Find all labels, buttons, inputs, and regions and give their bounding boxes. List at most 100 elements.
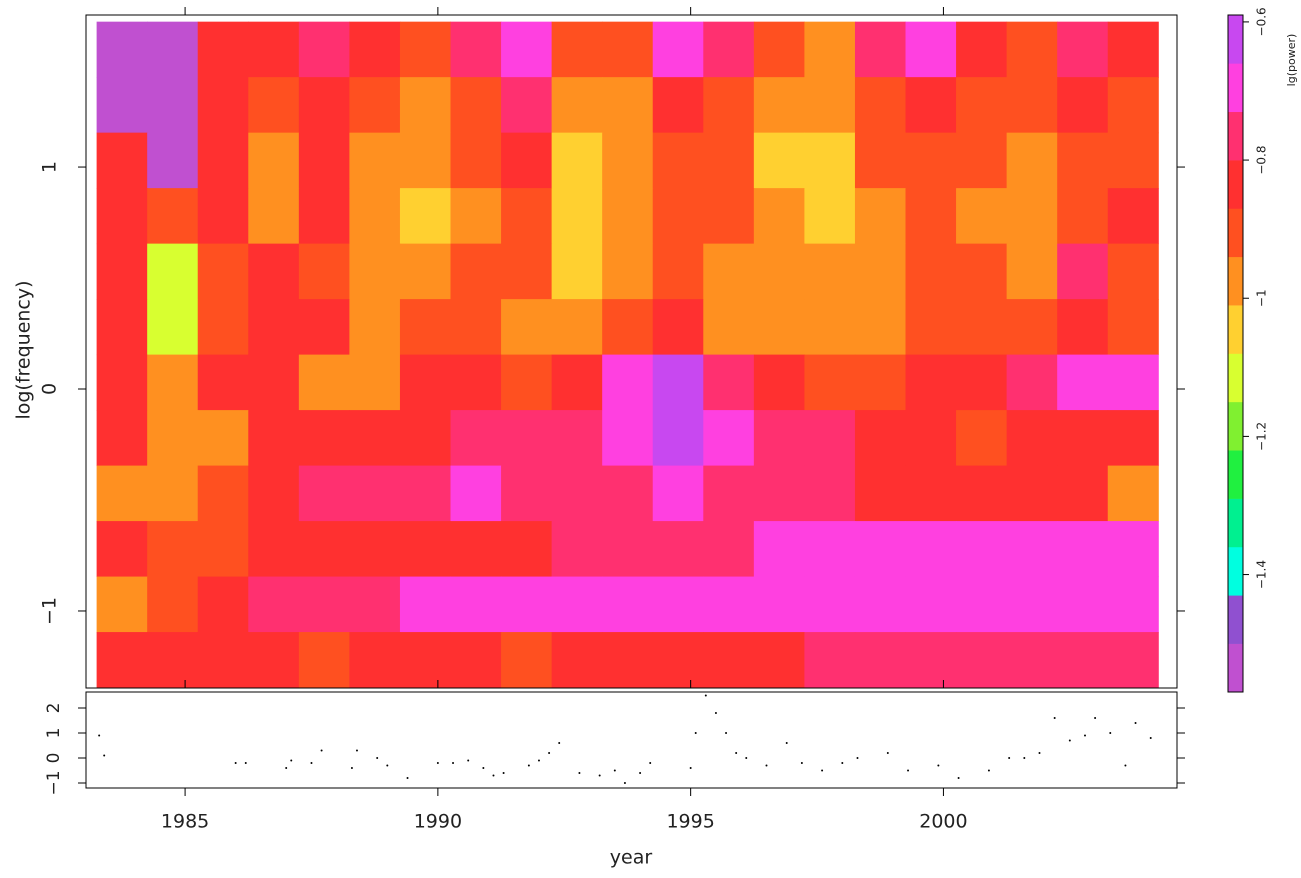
heatmap-cell xyxy=(703,521,755,578)
heatmap-cell xyxy=(147,77,199,134)
heatmap-cell xyxy=(956,576,1008,633)
heatmap-cell xyxy=(854,632,907,689)
heatmap-cell xyxy=(349,521,401,578)
colorbar-band xyxy=(1228,643,1243,693)
heatmap-cell xyxy=(197,410,249,467)
heatmap-cell xyxy=(703,576,755,633)
heatmap-cell xyxy=(1006,299,1058,356)
heatmap-cell xyxy=(1006,465,1058,522)
point xyxy=(1083,734,1086,737)
x-axis-label: year xyxy=(610,847,653,869)
heatmap-cell xyxy=(197,576,249,633)
point xyxy=(821,769,824,772)
point xyxy=(841,762,844,764)
heatmap-cell xyxy=(551,410,603,467)
heatmap-cell xyxy=(197,354,249,411)
heatmap-cell xyxy=(804,354,856,411)
heatmap-cell xyxy=(197,21,249,78)
colorbar-frame xyxy=(1227,14,1244,693)
heatmap-cell xyxy=(1107,576,1159,633)
point xyxy=(694,732,697,734)
heatmap-cell xyxy=(349,410,401,467)
heatmap-cell xyxy=(1107,21,1159,78)
point xyxy=(492,774,495,777)
heatmap-cell xyxy=(1057,521,1109,578)
heatmap-cell xyxy=(147,465,199,522)
heatmap-cell xyxy=(1107,243,1159,300)
colorbar-band xyxy=(1228,401,1243,451)
heatmap-cell xyxy=(1006,21,1058,78)
point xyxy=(103,754,106,757)
heatmap-cell xyxy=(399,299,452,356)
heatmap-cell xyxy=(450,632,502,689)
heatmap-cell xyxy=(804,521,856,578)
heatmap-cell xyxy=(905,521,957,578)
heatmap-cell xyxy=(501,299,553,356)
heatmap-cell xyxy=(652,465,704,522)
heatmap-cell xyxy=(854,21,907,78)
heatmap-cell xyxy=(1107,354,1159,411)
point xyxy=(285,767,288,769)
heatmap-cell xyxy=(652,243,704,300)
point xyxy=(350,767,353,769)
point xyxy=(735,752,738,754)
heatmap-cell xyxy=(1107,299,1159,356)
heatmap-cell xyxy=(956,410,1008,467)
heatmap-cell xyxy=(753,576,805,633)
heatmap-cell xyxy=(804,299,856,356)
colorbar-band xyxy=(1228,111,1243,161)
heatmap-cell xyxy=(854,188,907,245)
heatmap-cell xyxy=(1057,77,1109,134)
colorbar-tick-label: −1.2 xyxy=(1255,422,1269,451)
heatmap-cell xyxy=(854,410,907,467)
heatmap-cell xyxy=(197,188,249,245)
heatmap-cell xyxy=(1107,632,1159,689)
point xyxy=(639,772,642,774)
point xyxy=(1068,739,1071,742)
heatmap-cell xyxy=(956,21,1008,78)
heatmap-cell xyxy=(804,576,856,633)
heatmap-cell xyxy=(96,299,148,356)
heatmap-cell xyxy=(602,21,654,78)
heatmap-cell xyxy=(450,243,502,300)
heatmap-cell xyxy=(96,188,148,245)
heatmap-cell xyxy=(501,243,553,300)
heatmap-cell xyxy=(652,354,704,411)
heatmap-cell xyxy=(652,132,704,189)
heatmap-cell xyxy=(703,410,755,467)
heatmap-cell xyxy=(147,410,199,467)
point xyxy=(290,759,293,762)
plot-frame xyxy=(85,14,1178,689)
x-tick-label: 2000 xyxy=(919,811,967,833)
heatmap-cell xyxy=(905,77,957,134)
colorbar-tick-label: −1.4 xyxy=(1255,560,1269,589)
heatmap-cell xyxy=(501,77,553,134)
heatmap-cell xyxy=(147,243,199,300)
heatmap-cell xyxy=(399,21,452,78)
colorbar-band xyxy=(1228,15,1243,64)
heatmap-cell xyxy=(1057,576,1109,633)
heatmap-cell xyxy=(1057,21,1109,78)
point xyxy=(725,732,728,734)
heatmap-cell xyxy=(905,132,957,189)
colorbar-band xyxy=(1228,208,1243,258)
colorbar-tick-label: −0.8 xyxy=(1255,146,1269,175)
heatmap-cell xyxy=(652,21,704,78)
y-tick-label: 0 xyxy=(39,383,61,395)
plot-frame xyxy=(85,691,1178,789)
heatmap-cell xyxy=(349,465,401,522)
heatmap-cell xyxy=(854,77,907,134)
heatmap-cell xyxy=(298,243,350,300)
heatmap-cell xyxy=(753,410,805,467)
heatmap-cell xyxy=(501,521,553,578)
heatmap-cell xyxy=(1107,410,1159,467)
heatmap-cell xyxy=(652,632,704,689)
heatmap-cell xyxy=(703,632,755,689)
heatmap-cell xyxy=(248,465,300,522)
heatmap-cell xyxy=(1006,188,1058,245)
heatmap-cell xyxy=(147,299,199,356)
heatmap-cell xyxy=(248,410,300,467)
heatmap-cell xyxy=(147,354,199,411)
heatmap-cell xyxy=(197,243,249,300)
